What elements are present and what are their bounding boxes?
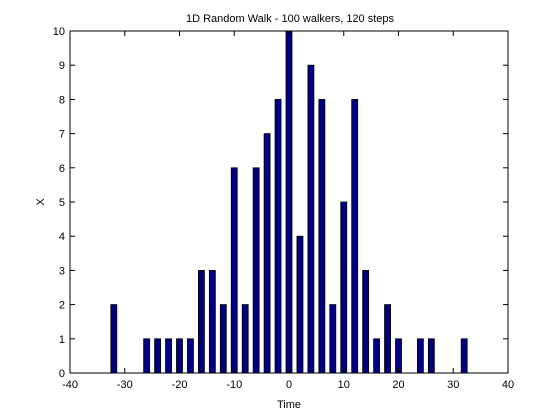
- bars: [110, 30, 468, 374]
- y-ticks: 0 1 2 3 4 5 6 7 8 9 10: [53, 26, 508, 380]
- bar: [252, 167, 260, 374]
- bar: [351, 99, 359, 374]
- x-tick-label: 40: [502, 379, 514, 391]
- bar: [362, 269, 370, 374]
- bar: [219, 304, 227, 374]
- bar: [460, 338, 468, 374]
- y-tick-label: 2: [59, 300, 65, 312]
- x-tick-label: 0: [286, 379, 292, 391]
- chart-title: 1D Random Walk - 100 walkers, 120 steps: [186, 13, 395, 25]
- y-tick-label: 4: [59, 231, 65, 243]
- y-tick-label: 3: [59, 265, 65, 277]
- y-tick-label: 8: [59, 94, 65, 106]
- bar: [208, 269, 216, 374]
- bar: [263, 133, 271, 374]
- y-tick-label: 9: [59, 60, 65, 72]
- bar: [307, 64, 315, 374]
- x-tick-label: 30: [447, 379, 459, 391]
- bar: [427, 338, 435, 374]
- x-tick-label: -40: [62, 379, 78, 391]
- bar: [373, 338, 381, 374]
- bar: [296, 235, 304, 374]
- y-tick-label: 0: [59, 368, 65, 380]
- plot-area: -40 -30 -20 -10 0 10 20 30 40 0 1 2 3 4 5 6 7 8 9 10: [53, 26, 514, 391]
- bar: [143, 338, 151, 374]
- x-tick-label: -10: [226, 379, 242, 391]
- bar: [318, 99, 326, 374]
- bar: [230, 167, 238, 374]
- y-tick-label: 10: [53, 26, 65, 38]
- y-tick-label: 1: [59, 334, 65, 346]
- bar: [329, 304, 337, 374]
- bar: [384, 304, 391, 374]
- bar: [154, 338, 162, 374]
- bar: [416, 338, 424, 374]
- bar: [285, 30, 293, 374]
- y-tick-label: 6: [59, 163, 65, 175]
- bar: [197, 269, 205, 374]
- y-axis-label: X: [35, 198, 47, 206]
- x-tick-label: 20: [392, 379, 404, 391]
- x-axis-label: Time: [277, 399, 301, 411]
- y-tick-label: 5: [59, 197, 65, 209]
- bar: [241, 304, 249, 374]
- bar: [274, 99, 282, 374]
- bar: [110, 304, 118, 374]
- x-tick-label: 10: [338, 379, 350, 391]
- bar: [187, 338, 194, 374]
- x-tick-label: -20: [172, 379, 188, 391]
- x-tick-label: -30: [117, 379, 133, 391]
- bar: [176, 338, 183, 374]
- x-ticks: -40 -30 -20 -10 0 10 20 30 40: [62, 31, 514, 391]
- y-tick-label: 7: [59, 129, 65, 141]
- bar: [165, 338, 172, 374]
- bar: [340, 201, 348, 374]
- bar: [395, 338, 402, 374]
